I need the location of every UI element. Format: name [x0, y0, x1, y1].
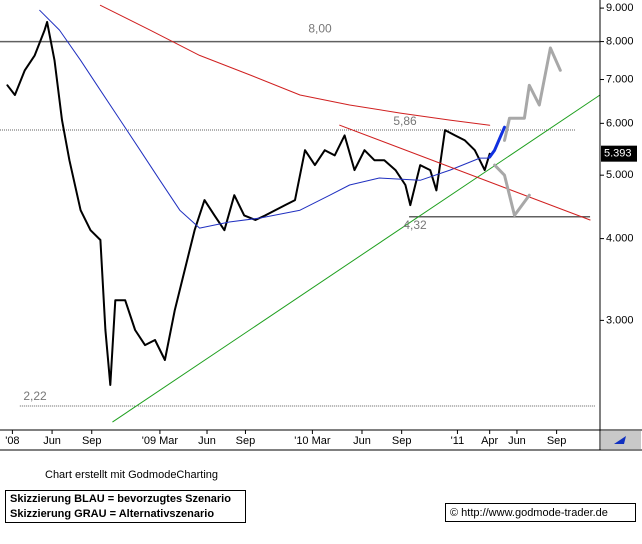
x-tick-label: '09 Mar	[142, 435, 179, 447]
y-tick-label: 7.000	[606, 73, 634, 85]
x-tick-label: Jun	[198, 435, 216, 447]
legend-box	[5, 490, 246, 523]
series-line	[99, 4, 491, 126]
x-tick-label: '08	[5, 435, 19, 447]
series-line	[339, 124, 591, 221]
x-tick-label: Apr	[481, 435, 498, 447]
level-label: 5,86	[393, 114, 417, 128]
x-tick-label: '11	[451, 435, 465, 447]
legend-blue: Skizzierung BLAU = bevorzugtes Szenario	[10, 493, 231, 505]
y-tick-label: 6.000	[606, 117, 634, 129]
series-line	[488, 125, 506, 159]
series-line	[6, 21, 491, 386]
y-tick-label: 4.000	[606, 233, 634, 245]
level-label: 2,22	[23, 389, 47, 403]
series-line	[493, 163, 531, 217]
x-tick-label: Sep	[547, 435, 567, 447]
x-tick-label: Sep	[392, 435, 412, 447]
series-line	[39, 9, 491, 229]
x-tick-label: Jun	[43, 435, 61, 447]
x-tick-label: Sep	[236, 435, 256, 447]
level-label: 4,32	[403, 218, 427, 232]
nav-icon	[614, 436, 626, 444]
x-tick-label: Jun	[353, 435, 371, 447]
last-price-box	[601, 145, 637, 162]
plot-area	[0, 4, 601, 423]
x-tick-label: Jun	[508, 435, 526, 447]
source: © http://www.godmode-trader.de	[450, 507, 608, 519]
last-price-label: 5.393	[604, 148, 632, 160]
x-tick-label: Sep	[82, 435, 102, 447]
series-line	[112, 94, 601, 423]
level-label: 8,00	[308, 22, 332, 36]
source-box	[445, 503, 636, 522]
legend-gray: Skizzierung GRAU = Alternativszenario	[10, 508, 214, 520]
y-tick-label: 8.000	[606, 35, 634, 47]
credit: Chart erstellt mit GodmodeCharting	[45, 469, 218, 481]
x-tick-label: '10 Mar	[294, 435, 331, 447]
series-line	[503, 46, 562, 142]
y-tick-label: 5.000	[606, 169, 634, 181]
y-tick-label: 9.000	[606, 2, 634, 14]
y-tick-label: 3.000	[606, 314, 634, 326]
